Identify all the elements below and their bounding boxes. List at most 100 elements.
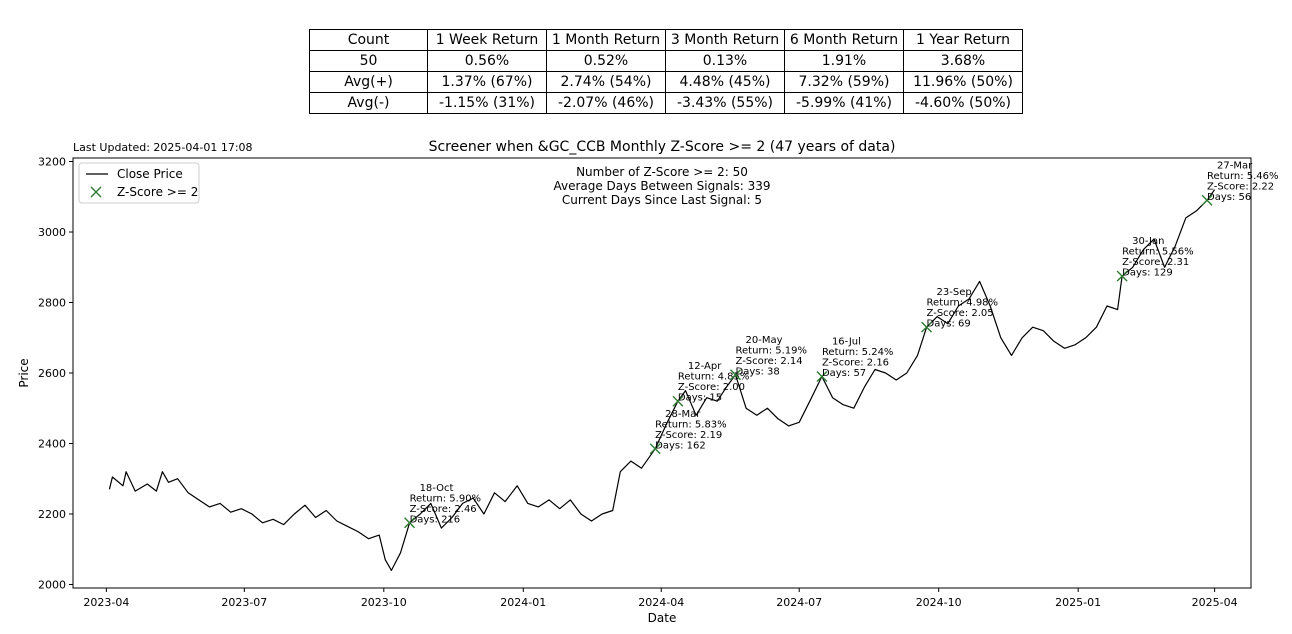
signal-annotation-line: Z-Score: 2.16 xyxy=(822,358,889,369)
legend: Close Price Z-Score >= 2 xyxy=(78,162,200,204)
x-tick-label: 2023-10 xyxy=(361,596,407,609)
axis-ticks: 2023-04 2023-07 2023-10 2024-01 2024-04 2024-… xyxy=(38,156,1238,609)
chart-title: Screener when &GC_CCB Monthly Z-Score >=… xyxy=(429,139,896,155)
x-tick-label: 2024-07 xyxy=(776,596,822,609)
y-tick-label: 2200 xyxy=(38,508,66,521)
stats-row: Avg(-) -1.15% (31%) -2.07% (46%) -3.43% … xyxy=(309,92,1023,114)
signal-annotation-line: 12-Apr xyxy=(688,361,722,372)
x-tick-label: 2023-04 xyxy=(83,596,129,609)
stats-cell: 7.32% (59%) xyxy=(784,71,904,93)
legend-label: Close Price xyxy=(117,167,183,181)
info-line: Number of Z-Score >= 2: 50 xyxy=(576,165,748,179)
signal-annotation-line: Z-Score: 2.19 xyxy=(655,430,722,441)
signal-annotation: 23-Sep Return: 4.98% Z-Score: 2.05 Days: 69 xyxy=(927,287,999,330)
stats-cell: 0.13% xyxy=(665,50,785,72)
stats-cell: 2.74% (54%) xyxy=(546,71,666,93)
stats-cell: 11.96% (50%) xyxy=(903,71,1023,93)
signal-annotation: 28-Mar Return: 5.83% Z-Score: 2.19 Days: 16… xyxy=(655,409,727,452)
signal-x-marker xyxy=(1201,194,1213,206)
signal-annotation-line: Return: 5.56% xyxy=(1122,247,1194,258)
y-tick-label: 3000 xyxy=(38,226,66,239)
stats-header-cell: 6 Month Return xyxy=(784,29,904,51)
signal-annotation: 30-Jan Return: 5.56% Z-Score: 2.31 Days: 12… xyxy=(1122,236,1194,278)
signal-marker-stroke xyxy=(730,369,742,381)
stats-cell: Avg(-) xyxy=(309,92,428,114)
signal-annotation-line: Return: 5.46% xyxy=(1207,171,1279,182)
signal-annotation-line: Z-Score: 2.00 xyxy=(678,382,745,393)
close-price-line xyxy=(108,189,1216,572)
signal-annotation-line: Return: 5.24% xyxy=(822,347,894,358)
signal-annotation-line: Return: 5.19% xyxy=(736,345,808,356)
signal-annotation-line: Days: 69 xyxy=(927,319,971,330)
signal-marker-stroke xyxy=(816,371,828,383)
y-tick-label: 2800 xyxy=(38,297,66,310)
signal-annotation-line: Z-Score: 2.14 xyxy=(736,356,803,367)
legend-box xyxy=(78,162,200,204)
signal-x-marker xyxy=(921,321,933,333)
stats-cell: Avg(+) xyxy=(309,71,428,93)
stats-header-cell: 1 Year Return xyxy=(903,29,1023,51)
signal-annotation-line: Days: 15 xyxy=(678,393,722,404)
stats-row: Avg(+) 1.37% (67%) 2.74% (54%) 4.48% (45… xyxy=(309,71,1023,93)
signal-annotation-line: Return: 4.85% xyxy=(678,372,750,383)
signal-x-marker xyxy=(649,443,661,455)
signal-annotation: 27-Mar Return: 5.46% Z-Score: 2.22 Days: 56 xyxy=(1207,160,1279,203)
signal-x-marker xyxy=(672,395,684,407)
legend-x-marker-icon xyxy=(90,186,102,198)
signal-annotation-line: 23-Sep xyxy=(937,287,972,298)
stats-cell: -4.60% (50%) xyxy=(903,92,1023,114)
signal-annotation-line: Days: 57 xyxy=(822,368,866,379)
signal-marker-stroke xyxy=(921,321,933,333)
signal-annotation-line: 20-May xyxy=(746,335,783,346)
signal-annotation-line: Z-Score: 2.46 xyxy=(410,504,477,515)
signal-annotation: 12-Apr Return: 4.85% Z-Score: 2.00 Days: 15 xyxy=(678,361,750,404)
signal-marker-stroke xyxy=(404,517,416,529)
signal-annotation-line: Return: 5.90% xyxy=(410,493,482,504)
signal-annotation-line: Days: 129 xyxy=(1122,268,1173,279)
signal-annotation-line: Return: 5.83% xyxy=(655,419,727,430)
signal-annotation-line: Days: 162 xyxy=(655,440,706,451)
stats-cell: 4.48% (45%) xyxy=(665,71,785,93)
x-tick-label: 2023-07 xyxy=(221,596,267,609)
y-tick-label: 2600 xyxy=(38,367,66,380)
signal-annotation-line: Days: 56 xyxy=(1207,192,1251,203)
stats-cell: -2.07% (46%) xyxy=(546,92,666,114)
y-axis-label: Price xyxy=(17,358,31,387)
y-tick-label: 3200 xyxy=(38,156,66,169)
signal-x-marker xyxy=(816,371,828,383)
x-tick-label: 2024-01 xyxy=(500,596,546,609)
y-tick-label: 2400 xyxy=(38,437,66,450)
signal-annotation-line: 30-Jan xyxy=(1132,236,1164,247)
signal-annotation-line: 27-Mar xyxy=(1217,160,1253,171)
signal-marker-stroke xyxy=(1116,270,1128,282)
stats-table: Count 1 Week Return 1 Month Return 3 Mon… xyxy=(309,29,1023,114)
stats-cell: 1.37% (67%) xyxy=(427,71,547,93)
signal-marker-stroke xyxy=(1201,194,1213,206)
signal-annotation-line: Z-Score: 2.22 xyxy=(1207,181,1274,192)
signal-x-marker xyxy=(1116,270,1128,282)
signal-annotation-line: 16-Jul xyxy=(832,337,861,348)
x-tick-label: 2025-04 xyxy=(1192,596,1238,609)
x-tick-label: 2024-10 xyxy=(916,596,962,609)
signal-annotation: 18-Oct Return: 5.90% Z-Score: 2.46 Days: 21… xyxy=(410,483,482,526)
signal-annotation-line: Z-Score: 2.05 xyxy=(927,308,994,319)
x-axis-label: Date xyxy=(648,611,677,625)
signal-annotation: 20-May Return: 5.19% Z-Score: 2.14 Days: 38 xyxy=(736,335,808,378)
info-line: Current Days Since Last Signal: 5 xyxy=(562,193,762,207)
signal-annotation-line: 18-Oct xyxy=(420,483,454,494)
plot-area xyxy=(72,157,1252,589)
x-tick-label: 2024-04 xyxy=(638,596,684,609)
signal-x-marker xyxy=(730,369,742,381)
signal-annotation-line: Return: 4.98% xyxy=(927,298,999,309)
last-updated-label: Last Updated: 2025-04-01 17:08 xyxy=(73,141,253,154)
signal-markers: 18-Oct Return: 5.90% Z-Score: 2.46 Days: 21… xyxy=(404,160,1279,529)
signal-annotation-line: Days: 216 xyxy=(410,514,461,525)
stats-cell: -1.15% (31%) xyxy=(427,92,547,114)
info-line: Average Days Between Signals: 339 xyxy=(553,179,770,193)
signal-annotation-line: Days: 38 xyxy=(736,366,780,377)
stats-cell: -3.43% (55%) xyxy=(665,92,785,114)
info-box: Number of Z-Score >= 2: 50 Average Days … xyxy=(553,165,770,207)
signal-x-marker xyxy=(404,517,416,529)
signal-marker-stroke xyxy=(649,443,661,455)
